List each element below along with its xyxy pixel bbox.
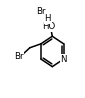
Text: Br: Br: [36, 7, 46, 16]
Text: Br: Br: [14, 52, 24, 61]
Text: HO: HO: [42, 22, 55, 31]
Text: H: H: [44, 14, 51, 23]
Text: N: N: [60, 55, 67, 64]
